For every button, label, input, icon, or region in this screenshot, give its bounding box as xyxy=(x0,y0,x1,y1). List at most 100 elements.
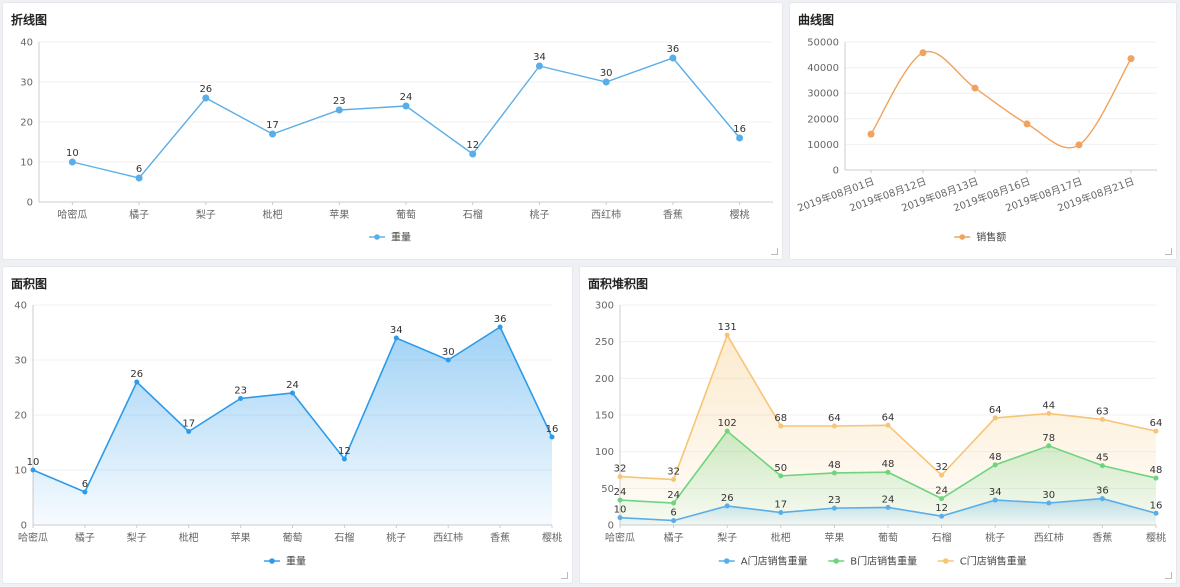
y-tick-label: 100 xyxy=(595,447,614,458)
data-label: 10 xyxy=(614,505,627,516)
x-tick-label: 葡萄 xyxy=(283,531,303,544)
data-point xyxy=(617,497,623,503)
legend-item: 重量 xyxy=(369,231,411,244)
data-label: 24 xyxy=(667,490,680,501)
data-label: 10 xyxy=(27,457,40,468)
data-label: 24 xyxy=(935,486,948,497)
data-point xyxy=(602,78,610,86)
data-label: 50 xyxy=(774,463,787,474)
data-point xyxy=(778,423,784,429)
data-label: 12 xyxy=(935,503,948,514)
data-point xyxy=(1153,428,1159,434)
data-point xyxy=(617,474,623,480)
x-tick-label: 枇杷 xyxy=(263,208,283,221)
data-label: 17 xyxy=(182,419,195,430)
data-point xyxy=(867,130,875,138)
data-point xyxy=(269,130,277,138)
y-tick-label: 20 xyxy=(20,118,33,129)
data-label: 30 xyxy=(442,347,455,358)
series-area-fill xyxy=(620,498,1156,525)
stack-chart-panel: 面积堆积图 0 50 100 150 200 250 300 哈密瓜 橘子 梨子 枇杷 苹果 葡萄 石榴 桃… xyxy=(580,267,1176,583)
legend-label: C门店销售重量 xyxy=(960,555,1027,568)
legend-label: 重量 xyxy=(391,231,411,244)
data-point xyxy=(1046,500,1052,506)
data-label: 32 xyxy=(935,462,948,473)
stacked-area-chart: 0 50 100 150 200 250 300 哈密瓜 橘子 梨子 枇杷 苹果 葡萄 石榴 桃子 西红柿 香蕉… xyxy=(595,301,1166,568)
data-point xyxy=(30,467,36,473)
data-point xyxy=(469,150,477,158)
data-point xyxy=(736,134,744,142)
resize-handle-icon[interactable] xyxy=(771,248,778,255)
data-point xyxy=(335,106,343,114)
x-tick-label: 葡萄 xyxy=(396,208,416,221)
x-tick-label: 枇杷 xyxy=(179,531,199,544)
data-label: 24 xyxy=(286,380,299,391)
x-tick-label: 枇杷 xyxy=(771,531,791,544)
x-tick-label: 西红柿 xyxy=(433,531,463,544)
x-tick-label: 石榴 xyxy=(932,531,952,544)
data-point xyxy=(1046,411,1052,417)
curve-chart-panel: 曲线图 0 10000 20000 30000 40000 50000 2019年08月01… xyxy=(790,3,1176,259)
data-point xyxy=(1099,496,1105,502)
legend-marker xyxy=(833,558,840,564)
legend-label: A门店销售重量 xyxy=(741,555,808,568)
y-tick-label: 0 xyxy=(21,521,27,532)
legend-marker xyxy=(942,558,949,564)
data-label: 63 xyxy=(1096,406,1109,417)
y-tick-label: 250 xyxy=(595,337,614,348)
resize-handle-icon[interactable] xyxy=(1165,248,1172,255)
data-label: 131 xyxy=(718,322,737,333)
y-tick-label: 10 xyxy=(14,466,27,477)
x-tick-label: 桃子 xyxy=(985,531,1005,544)
area-chart: 0 10 20 30 40 哈密瓜 橘子 梨子 枇杷 苹果 葡萄 石榴 桃子 西红柿 香蕉 樱桃 10 6 26 17… xyxy=(14,301,562,568)
x-tick-label: 橘子 xyxy=(664,532,684,544)
y-tick-label: 40 xyxy=(14,301,27,312)
data-point xyxy=(919,49,927,57)
curve-chart-title: 曲线图 xyxy=(798,13,835,27)
y-tick-label: 20000 xyxy=(807,114,839,125)
data-point xyxy=(778,510,784,516)
data-label: 45 xyxy=(1096,453,1109,464)
x-tick-label: 苹果 xyxy=(231,531,251,544)
data-point xyxy=(939,496,945,502)
data-point xyxy=(831,423,837,429)
legend-item: B门店销售重量 xyxy=(828,555,917,568)
y-tick-label: 50 xyxy=(601,484,614,495)
resize-handle-icon[interactable] xyxy=(561,572,568,579)
resize-handle-icon[interactable] xyxy=(1165,572,1172,579)
data-point xyxy=(671,518,677,524)
data-point xyxy=(134,379,140,385)
data-point xyxy=(1046,443,1052,449)
data-label: 10 xyxy=(66,148,79,159)
y-tick-label: 20 xyxy=(14,411,27,422)
data-label: 24 xyxy=(400,92,413,103)
data-point xyxy=(393,335,399,341)
x-tick-label: 樱桃 xyxy=(730,208,750,221)
x-tick-label: 西红柿 xyxy=(591,208,621,221)
x-tick-label: 梨子 xyxy=(127,531,147,544)
x-tick-label: 香蕉 xyxy=(663,209,683,221)
area-chart-title: 面积图 xyxy=(11,277,48,291)
series-area-fill xyxy=(33,327,552,525)
data-point xyxy=(549,434,555,440)
data-point xyxy=(202,94,210,102)
legend-label: 重量 xyxy=(286,555,306,568)
legend-item: 重量 xyxy=(264,555,306,568)
data-label: 16 xyxy=(1150,500,1163,511)
data-point xyxy=(724,428,730,434)
y-tick-label: 30 xyxy=(14,356,27,367)
data-label: 24 xyxy=(614,487,627,498)
data-point xyxy=(885,504,891,510)
data-label: 17 xyxy=(774,500,787,511)
data-point xyxy=(778,473,784,479)
data-label: 26 xyxy=(199,84,212,95)
data-label: 30 xyxy=(600,68,613,79)
x-tick-label: 香蕉 xyxy=(1092,532,1112,544)
data-point xyxy=(535,62,543,70)
data-label: 48 xyxy=(989,452,1002,463)
legend-item: C门店销售重量 xyxy=(937,555,1027,568)
y-tick-label: 0 xyxy=(833,166,839,177)
y-tick-label: 10000 xyxy=(807,140,839,151)
legend-marker xyxy=(374,234,380,240)
data-point xyxy=(290,390,295,396)
